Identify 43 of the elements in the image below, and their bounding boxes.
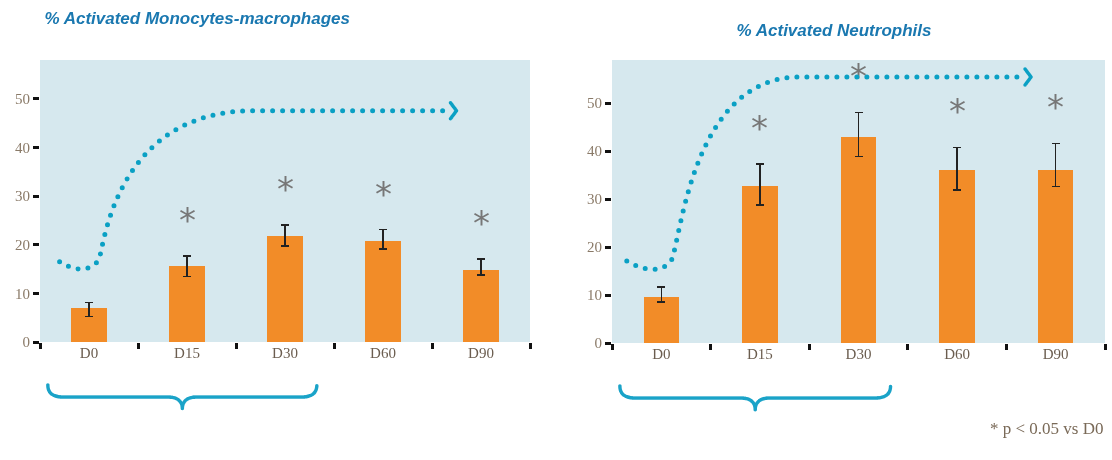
x-tick-label: D60 <box>944 346 971 362</box>
annotation: * <box>179 200 196 240</box>
x-tick-label: D90 <box>1042 346 1069 362</box>
x-tick-label: D30 <box>272 345 298 361</box>
annotation: * <box>751 108 768 148</box>
annotation: * <box>375 174 392 214</box>
bar <box>169 266 205 342</box>
bar <box>643 297 680 343</box>
x-tick-label: D15 <box>746 346 773 362</box>
y-tick-label: 0 <box>594 335 602 352</box>
x-tick-label: D0 <box>652 346 671 362</box>
x-tick-label: D30 <box>845 346 872 362</box>
chart-title: % Activated Monocytes-macrophages <box>44 8 350 28</box>
y-tick-label: 40 <box>15 139 30 156</box>
chart-title: % Activated Neutrophils <box>736 20 932 40</box>
y-tick-label: 50 <box>587 95 602 112</box>
x-tick-label: D90 <box>468 345 494 361</box>
annotation: * <box>850 56 867 96</box>
bar <box>267 236 303 342</box>
y-tick-label: 30 <box>15 188 30 205</box>
bar <box>1037 169 1074 343</box>
text: * p < 0.05 vs D0 <box>990 419 1104 438</box>
bar <box>742 185 778 343</box>
y-tick-label: 0 <box>22 334 30 351</box>
x-tick-label: D15 <box>174 345 200 361</box>
y-tick-label: 10 <box>15 285 30 302</box>
annotation: * <box>1047 87 1064 127</box>
annotation: * <box>473 203 490 243</box>
y-tick-label: 10 <box>587 287 602 304</box>
bar <box>939 170 975 343</box>
y-tick-label: 20 <box>587 239 602 256</box>
bar <box>71 307 107 342</box>
x-tick-label: D0 <box>79 345 99 361</box>
annotation: * <box>277 169 294 209</box>
y-tick-label: 30 <box>587 191 602 208</box>
y-tick-label: 20 <box>15 237 30 254</box>
x-tick-label: D60 <box>370 345 396 361</box>
bar <box>365 240 401 342</box>
y-tick-label: 50 <box>15 91 30 108</box>
annotation: * <box>949 91 966 131</box>
bar <box>840 136 877 343</box>
bar <box>463 269 499 342</box>
y-tick-label: 40 <box>587 143 602 160</box>
